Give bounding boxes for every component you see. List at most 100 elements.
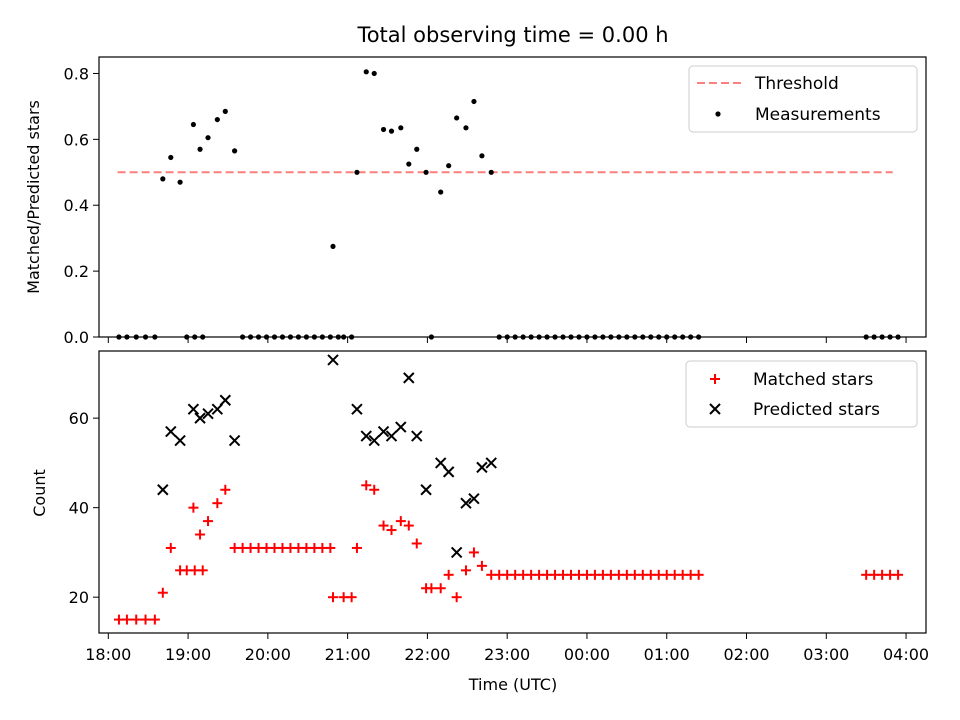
predicted-star-stroke (460, 497, 472, 509)
matched-star-point (188, 502, 199, 513)
predicted-star-point (228, 434, 241, 447)
measurement-point (438, 189, 444, 195)
measurement-point (177, 179, 183, 185)
matched-star-point (131, 614, 142, 625)
measurement-point (354, 169, 360, 175)
legend-predicted-label: Predicted stars (753, 400, 880, 420)
measurement-point (197, 146, 203, 152)
predicted-star-stroke (165, 425, 177, 438)
measurement-point (488, 169, 494, 175)
predicted-star-stroke (442, 466, 455, 478)
bottom-legend: Matched stars Predicted stars (685, 360, 918, 428)
top-legend-box (688, 65, 918, 133)
measurement-point (454, 115, 460, 121)
ratio-panel: Matched/Predicted stars 0.00.20.40.60.8 … (24, 56, 927, 347)
predicted-star-stroke (485, 457, 497, 469)
measurement-point (222, 108, 228, 114)
predicted-star-point (434, 457, 447, 469)
matched-star-point (386, 525, 397, 536)
x-tick-label: 04:00 (883, 645, 929, 664)
predicted-star-point (219, 394, 232, 406)
matched-star-point (476, 560, 487, 571)
matched-star-point (893, 569, 904, 580)
predicted-star-stroke (202, 407, 214, 420)
matched-star-point (468, 547, 479, 558)
measurement-point (423, 169, 429, 175)
legend-predicted-marker (709, 403, 721, 415)
legend-measurements-label: Measurements (755, 105, 881, 125)
measurement-point (446, 163, 452, 169)
predicted-star-stroke (327, 354, 339, 366)
predicted-star-stroke (187, 403, 200, 415)
matched-star-point (443, 569, 454, 580)
measurement-point (205, 135, 211, 141)
matched-star-point (165, 542, 176, 553)
matched-star-point (220, 484, 231, 495)
predicted-star-stroke (403, 372, 415, 384)
predicted-star-point (411, 430, 423, 442)
measurement-point (406, 161, 412, 167)
matched-star-point (378, 520, 389, 531)
x-tick-label: 22:00 (404, 645, 450, 664)
predicted-star-point (460, 497, 472, 509)
bottom-x-ticks: 18:00 19:00 20:00 21:00 22:00 23:00 00:00 01:00… (85, 633, 929, 664)
matched-star-point (212, 498, 223, 509)
top-y-tick-label: 0.2 (64, 262, 89, 281)
measurement-point (160, 176, 166, 182)
legend-measurements-marker (715, 111, 721, 117)
matched-star-point (460, 565, 471, 576)
top-y-tick-label: 0.0 (64, 328, 89, 347)
predicted-star-point (360, 430, 372, 442)
matched-star-point (395, 516, 406, 527)
predicted-star-point (476, 461, 488, 474)
count-panel: Count Time (UTC) 20 40 60 18:00 19:00 20:00 2… (30, 350, 929, 694)
predicted-star-stroke (411, 430, 423, 442)
matched-star-point (361, 480, 372, 491)
measurement-point (463, 125, 469, 131)
matched-star-point (411, 538, 422, 549)
matched-star-point (403, 520, 414, 531)
matched-star-point (140, 614, 151, 625)
predicted-star-point (202, 407, 214, 420)
predicted-star-point (403, 372, 415, 384)
x-tick-label: 19:00 (165, 645, 211, 664)
top-y-ticks: 0.0 0.2 0.4 0.6 0.8 (64, 64, 99, 347)
bottom-y-tick-label: 60 (69, 409, 89, 428)
matched-star-point (351, 542, 362, 553)
predicted-star-stroke (228, 434, 241, 447)
top-legend: Threshold Measurements (688, 65, 918, 133)
predicted-star-stroke (385, 430, 398, 442)
x-axis-label: Time (UTC) (468, 675, 557, 694)
measurement-point (214, 116, 220, 123)
matched-star-point (149, 614, 160, 625)
matched-star-point (121, 614, 132, 625)
matched-star-point (328, 592, 339, 603)
measurement-point (363, 69, 369, 75)
predicted-star-point (157, 484, 169, 496)
matched-star-point (197, 565, 208, 576)
predicted-star-stroke (395, 421, 407, 433)
matched-star-point (203, 516, 214, 527)
bottom-legend-box (685, 360, 918, 428)
measurement-point (190, 121, 197, 128)
x-tick-label: 00:00 (564, 645, 610, 664)
top-plot-frame (98, 56, 927, 338)
predicted-star-stroke (368, 434, 380, 447)
bottom-y-tick-label: 40 (69, 499, 89, 518)
measurement-point (330, 243, 336, 250)
matched-star-point (346, 592, 357, 603)
matched-star-point (369, 484, 380, 495)
top-y-tick-label: 0.4 (64, 196, 89, 215)
measurement-point (414, 146, 420, 152)
measurement-point (168, 154, 174, 161)
top-y-axis-label: Matched/Predicted stars (24, 100, 43, 294)
predicted-star-stroke (351, 403, 363, 415)
matched-star-point (195, 529, 206, 540)
predicted-star-stroke (434, 457, 447, 469)
predicted-star-stroke (377, 425, 390, 438)
bottom-y-axis-label: Count (30, 469, 49, 517)
predicted-star-point (351, 403, 363, 415)
x-tick-label: 20:00 (245, 645, 291, 664)
legend-matched-label: Matched stars (753, 370, 873, 390)
